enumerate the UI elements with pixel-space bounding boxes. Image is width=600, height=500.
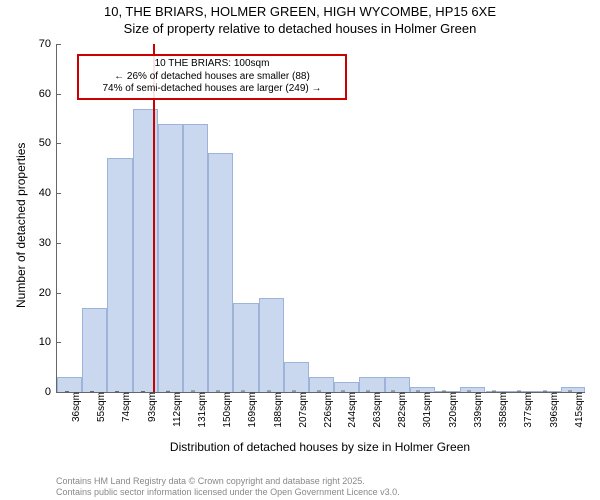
- x-tick: 263sqm: [370, 392, 383, 428]
- histogram-bar: [309, 377, 334, 392]
- x-tick: 377sqm: [521, 392, 534, 428]
- histogram-bar: [107, 158, 132, 392]
- x-tick: 301sqm: [420, 392, 433, 428]
- chart-title: 10, THE BRIARS, HOLMER GREEN, HIGH WYCOM…: [0, 0, 600, 38]
- x-tick: 93sqm: [145, 392, 158, 422]
- plot-area: 10 THE BRIARS: 100sqm ← 26% of detached …: [56, 44, 585, 393]
- histogram-bar: [57, 377, 82, 392]
- y-tick: 60: [39, 88, 57, 100]
- x-axis-label: Distribution of detached houses by size …: [56, 440, 584, 454]
- histogram-bar: [359, 377, 384, 392]
- x-tick: 112sqm: [170, 392, 183, 427]
- y-tick: 0: [45, 386, 57, 398]
- histogram-bar: [284, 362, 309, 392]
- histogram-bar: [259, 298, 284, 392]
- x-tick: 169sqm: [245, 392, 258, 428]
- title-line-1: 10, THE BRIARS, HOLMER GREEN, HIGH WYCOM…: [0, 4, 600, 21]
- annotation-line-2: ← 26% of detached houses are smaller (88…: [83, 71, 341, 84]
- histogram-bar: [183, 124, 208, 392]
- y-tick: 30: [39, 237, 57, 249]
- histogram-bar: [82, 308, 107, 393]
- x-tick: 282sqm: [395, 392, 408, 428]
- x-tick: 226sqm: [321, 392, 334, 428]
- x-tick: 244sqm: [345, 392, 358, 428]
- y-axis-label: Number of detached properties: [14, 143, 28, 308]
- x-tick: 36sqm: [69, 392, 82, 422]
- annotation-box: 10 THE BRIARS: 100sqm ← 26% of detached …: [77, 54, 347, 100]
- footer-line-1: Contains HM Land Registry data © Crown c…: [56, 476, 600, 487]
- x-tick: 339sqm: [471, 392, 484, 428]
- x-tick: 131sqm: [195, 392, 208, 428]
- histogram-bar: [158, 124, 183, 392]
- y-tick: 70: [39, 38, 57, 50]
- x-tick: 358sqm: [496, 392, 509, 428]
- x-tick: 74sqm: [119, 392, 132, 422]
- histogram-bar: [385, 377, 410, 392]
- x-tick: 150sqm: [220, 392, 233, 428]
- y-tick: 20: [39, 287, 57, 299]
- footer-attribution: Contains HM Land Registry data © Crown c…: [0, 476, 600, 498]
- x-tick: 55sqm: [94, 392, 107, 422]
- x-tick: 320sqm: [446, 392, 459, 428]
- histogram-bar: [233, 303, 258, 392]
- footer-line-2: Contains public sector information licen…: [56, 487, 600, 498]
- y-tick: 50: [39, 137, 57, 149]
- y-tick: 10: [39, 336, 57, 348]
- histogram-chart: 10, THE BRIARS, HOLMER GREEN, HIGH WYCOM…: [0, 0, 600, 500]
- annotation-line-1: 10 THE BRIARS: 100sqm: [83, 58, 341, 71]
- x-tick: 415sqm: [572, 392, 585, 428]
- annotation-line-3: 74% of semi-detached houses are larger (…: [83, 83, 341, 96]
- histogram-bar: [208, 153, 233, 392]
- histogram-bar: [334, 382, 359, 392]
- title-line-2: Size of property relative to detached ho…: [0, 21, 600, 38]
- x-tick: 396sqm: [547, 392, 560, 428]
- x-tick: 207sqm: [296, 392, 309, 428]
- x-tick: 188sqm: [271, 392, 284, 428]
- y-tick: 40: [39, 187, 57, 199]
